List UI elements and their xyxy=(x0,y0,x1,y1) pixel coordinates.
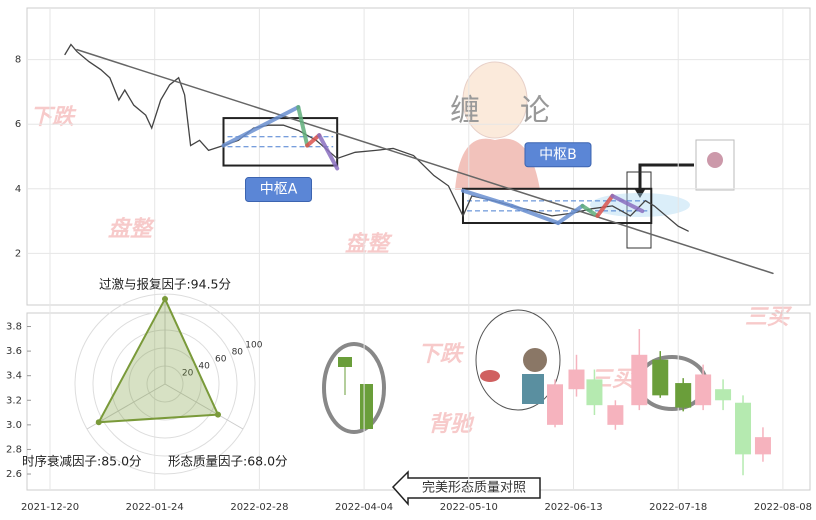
radar-tick-label: 60 xyxy=(215,354,227,364)
y-tick-label: 2 xyxy=(15,248,21,259)
series-line xyxy=(296,105,310,148)
jumper-head xyxy=(523,348,547,372)
radar-point xyxy=(95,419,102,426)
radar-tick-label: 40 xyxy=(198,361,210,371)
x-tick-label: 2022-04-04 xyxy=(335,502,393,513)
radar-point xyxy=(215,411,222,418)
pointer-head xyxy=(634,188,646,198)
zone-label: 中枢A xyxy=(260,182,298,198)
radar-label: 过激与报复因子:94.5分 xyxy=(99,277,231,292)
candle-body xyxy=(586,379,603,406)
series-line xyxy=(76,48,774,275)
candle-body xyxy=(547,384,564,425)
y-tick-label: 3.2 xyxy=(6,395,22,406)
series-line xyxy=(221,105,301,148)
radar-tick-label: 100 xyxy=(245,340,262,350)
y-tick-label: 2.6 xyxy=(6,469,22,480)
mascot-body xyxy=(455,138,540,190)
x-tick-label: 2022-08-08 xyxy=(754,502,812,513)
candle-body xyxy=(675,383,692,408)
watermark: 盘整 xyxy=(108,216,156,242)
example-oval xyxy=(322,342,386,434)
jumper xyxy=(475,309,561,411)
series-line xyxy=(317,133,340,171)
y-tick-label: 3.8 xyxy=(6,322,22,333)
top-panel xyxy=(26,7,811,306)
example-candle xyxy=(360,384,373,429)
watermark: 盘整 xyxy=(345,231,393,257)
y-tick-label: 2.8 xyxy=(6,444,22,455)
candle-body xyxy=(695,374,712,406)
series-line xyxy=(509,203,561,226)
caption-box: 完美形态质量对照 xyxy=(391,470,541,506)
candle-body xyxy=(754,437,771,455)
series-line xyxy=(64,43,689,232)
series-line xyxy=(580,203,600,218)
y-tick-label: 4 xyxy=(15,184,21,195)
plot-layer: 2021-12-20 2022-01-24 2022-02-28 2022-04-04… xyxy=(6,8,812,513)
mascot xyxy=(455,61,540,190)
candle-body xyxy=(652,359,669,396)
pointer-arrow xyxy=(638,163,694,190)
y-tick-label: 3.4 xyxy=(6,371,22,382)
series-line xyxy=(460,188,514,208)
radar-label: 形态质量因子:68.0分 xyxy=(168,454,288,469)
candle-body xyxy=(607,405,624,425)
y-tick-label: 8 xyxy=(15,55,21,66)
radar-spoke xyxy=(164,383,244,430)
zone-label-bg xyxy=(245,177,313,203)
zone-label: 中枢B xyxy=(539,147,577,163)
radar-tick-label: 20 xyxy=(182,368,194,378)
watermark: 下跌 xyxy=(30,105,77,130)
radar-point xyxy=(162,295,168,302)
mascot-head xyxy=(462,61,528,139)
watermark: 三买 xyxy=(745,305,793,330)
x-tick-label: 2022-02-28 xyxy=(230,502,288,513)
candle-body xyxy=(715,389,732,401)
x-tick-label: 2022-01-24 xyxy=(126,502,184,513)
x-tick-label: 2022-07-18 xyxy=(649,502,707,513)
icon-figure xyxy=(707,152,723,168)
fish xyxy=(480,370,500,382)
x-tick-label: 2022-06-13 xyxy=(544,502,602,513)
example-candle xyxy=(338,357,352,367)
y-tick-label: 6 xyxy=(15,119,21,130)
series-line xyxy=(556,203,585,226)
brand: 缠论 xyxy=(450,94,590,129)
series-line xyxy=(610,193,645,214)
y-tick-label: 3.0 xyxy=(6,420,22,431)
caption-arrow xyxy=(391,470,541,506)
watermark: 背驰 xyxy=(428,412,475,437)
candle-body xyxy=(568,369,585,390)
series-line xyxy=(305,133,322,148)
series-line xyxy=(595,193,615,218)
y-tick-label: 3.6 xyxy=(6,346,22,357)
radar-label: 时序衰减因子:85.0分 xyxy=(22,454,142,469)
x-tick-label: 2022-05-10 xyxy=(440,502,498,513)
caption: 完美形态质量对照 xyxy=(422,481,526,496)
radar-tick-label: 80 xyxy=(232,347,244,357)
x-tick-label: 2021-12-20 xyxy=(21,502,79,513)
rope xyxy=(475,309,561,411)
candle-body xyxy=(735,402,752,455)
zone-label-bg xyxy=(524,142,592,168)
radar-area xyxy=(97,296,220,424)
watermark: 下跌 xyxy=(418,342,465,367)
jumper-body xyxy=(522,374,544,404)
candle-body xyxy=(631,354,648,406)
